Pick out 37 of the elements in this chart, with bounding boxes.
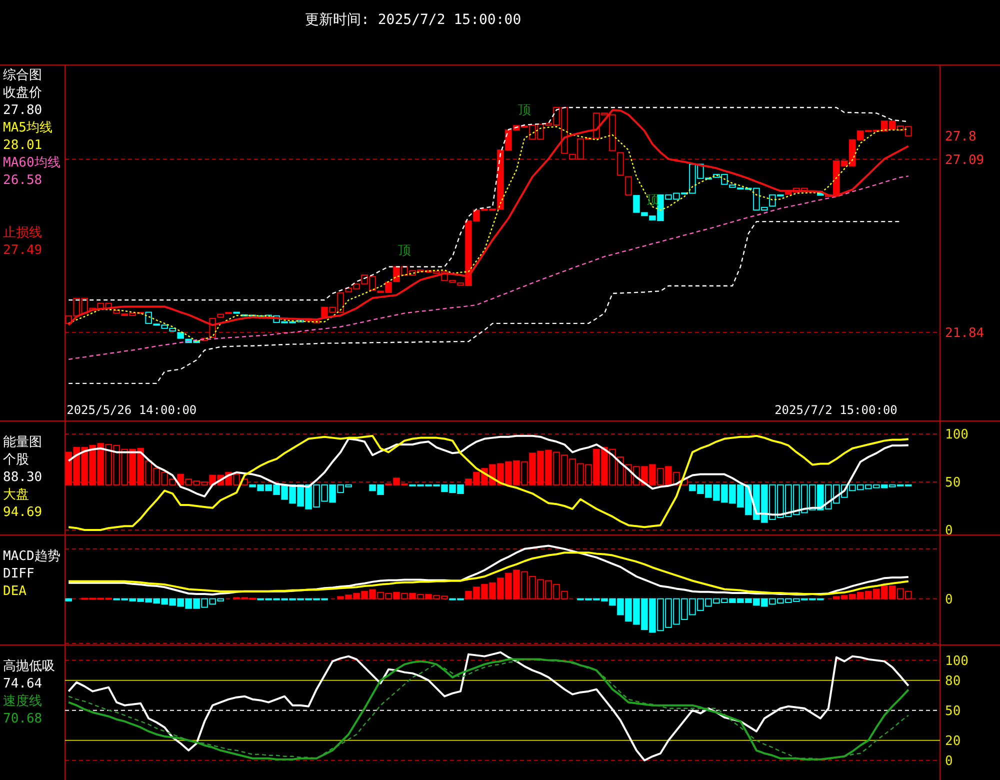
text: 70.68 bbox=[3, 712, 42, 726]
text: 74.64 bbox=[3, 676, 42, 692]
text: 88.30 bbox=[3, 470, 42, 485]
y-tick-label: 0 bbox=[945, 754, 953, 769]
text: 止损线 bbox=[3, 226, 42, 240]
text: 顶 bbox=[398, 244, 412, 259]
text: DEA bbox=[3, 584, 27, 599]
y-tick-label: 20 bbox=[945, 734, 961, 749]
text: 27.49 bbox=[3, 243, 42, 258]
text: 94.69 bbox=[3, 505, 42, 520]
text: MA60均线 bbox=[3, 156, 60, 170]
text: 个股 bbox=[3, 452, 29, 468]
y-tick-label: 100 bbox=[945, 427, 968, 442]
y-tick-label: 100 bbox=[945, 654, 968, 669]
chart-title: 综合图 bbox=[3, 68, 42, 83]
text: MA5均线 bbox=[3, 120, 52, 136]
chart-title: MACD趋势 bbox=[3, 549, 60, 564]
annotation: 2025/5/26 14:00:00 bbox=[66, 403, 197, 417]
annotation: 2025/7/2 15:00:00 bbox=[774, 403, 898, 417]
y-tick-label: 80 bbox=[945, 674, 961, 689]
y-tick-label: 21.84 bbox=[945, 326, 984, 341]
text: 26.58 bbox=[3, 173, 42, 188]
series-label: 高抛低吸 bbox=[3, 658, 55, 674]
text: 顶 bbox=[518, 102, 531, 118]
chart-subtitle: 更新时间: 2025/7/2 15:00:00 bbox=[305, 12, 522, 28]
text: DIFF bbox=[3, 566, 34, 582]
text: 收盘价 bbox=[3, 86, 42, 100]
y-tick-label: 27.8 bbox=[945, 129, 976, 144]
y-tick-label: 27.09 bbox=[945, 152, 984, 168]
y-tick-label: 50 bbox=[945, 475, 961, 490]
text: 能量图 bbox=[3, 435, 42, 450]
text: 速度线 bbox=[3, 693, 42, 709]
text: 大盘 bbox=[3, 488, 29, 502]
text: 28.01 bbox=[3, 138, 42, 153]
y-tick-label: 0 bbox=[945, 524, 953, 539]
text: 27.80 bbox=[3, 103, 42, 118]
y-tick-label: 50 bbox=[945, 704, 961, 719]
